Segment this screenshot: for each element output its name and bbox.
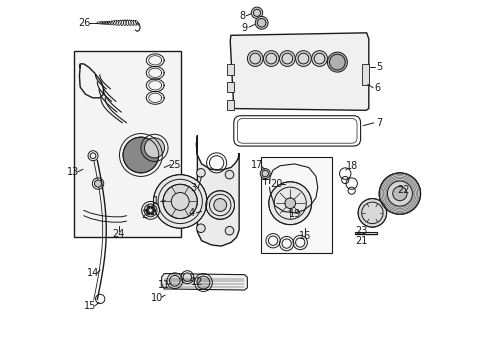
Text: 15: 15: [84, 301, 96, 311]
Bar: [74, 51, 181, 237]
Circle shape: [268, 182, 311, 225]
Circle shape: [260, 168, 270, 179]
Circle shape: [153, 175, 206, 228]
Text: 25: 25: [168, 159, 181, 170]
Circle shape: [251, 7, 262, 18]
Bar: [226, 100, 233, 111]
Text: 13: 13: [67, 167, 79, 177]
Circle shape: [263, 51, 279, 66]
Bar: [260, 157, 331, 253]
Text: 22: 22: [396, 185, 408, 195]
Bar: [226, 82, 233, 93]
Text: 4: 4: [188, 208, 195, 218]
Circle shape: [205, 191, 234, 219]
Text: 8: 8: [239, 11, 244, 21]
Text: 19: 19: [288, 209, 301, 219]
Circle shape: [94, 180, 102, 187]
Circle shape: [255, 17, 267, 29]
Circle shape: [169, 275, 180, 286]
Text: 24: 24: [112, 229, 125, 239]
Text: 10: 10: [150, 293, 163, 303]
Circle shape: [123, 137, 159, 173]
Circle shape: [151, 206, 153, 209]
Text: 21: 21: [354, 237, 366, 247]
Circle shape: [311, 51, 326, 66]
Text: 2: 2: [141, 210, 147, 220]
Text: 17: 17: [250, 160, 263, 170]
Circle shape: [197, 276, 209, 289]
Circle shape: [225, 226, 233, 235]
Circle shape: [147, 206, 150, 209]
Text: 16: 16: [299, 231, 311, 241]
Bar: [362, 64, 368, 85]
Text: 14: 14: [86, 268, 99, 278]
Circle shape: [183, 273, 191, 282]
Text: 26: 26: [79, 18, 91, 28]
Polygon shape: [196, 135, 239, 246]
Text: 20: 20: [270, 179, 282, 189]
Circle shape: [392, 186, 406, 201]
Circle shape: [295, 51, 311, 66]
Text: 3: 3: [190, 183, 197, 193]
Circle shape: [144, 138, 164, 158]
Circle shape: [196, 168, 205, 177]
Text: 6: 6: [374, 83, 380, 93]
Circle shape: [145, 209, 148, 212]
Circle shape: [147, 212, 150, 215]
Circle shape: [213, 199, 226, 211]
Text: 18: 18: [345, 161, 357, 171]
Circle shape: [378, 173, 420, 214]
Circle shape: [196, 224, 205, 233]
Circle shape: [357, 199, 386, 227]
Bar: [226, 64, 233, 75]
Text: 9: 9: [241, 23, 247, 33]
Text: 12: 12: [191, 277, 203, 287]
Circle shape: [247, 51, 263, 66]
Circle shape: [152, 209, 155, 212]
Polygon shape: [230, 33, 368, 111]
Text: 5: 5: [376, 63, 382, 72]
Text: 7: 7: [376, 118, 382, 128]
Text: 1: 1: [153, 197, 159, 206]
Circle shape: [163, 184, 197, 219]
Circle shape: [151, 212, 153, 215]
Text: 11: 11: [158, 280, 170, 291]
Polygon shape: [162, 274, 247, 290]
Circle shape: [225, 170, 233, 179]
Circle shape: [285, 198, 295, 208]
Circle shape: [279, 51, 295, 66]
Text: 23: 23: [354, 226, 366, 236]
Circle shape: [144, 204, 157, 217]
Circle shape: [326, 52, 346, 72]
